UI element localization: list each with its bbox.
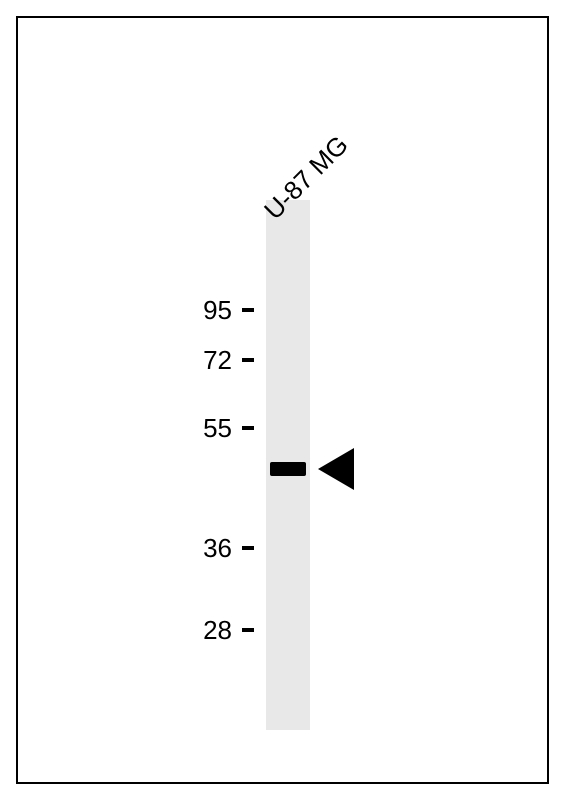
mw-tick-28 (242, 628, 254, 632)
mw-label-36: 36 (203, 533, 232, 564)
mw-tick-95 (242, 308, 254, 312)
mw-tick-55 (242, 426, 254, 430)
mw-label-55: 55 (203, 413, 232, 444)
mw-tick-36 (242, 546, 254, 550)
mw-label-95: 95 (203, 295, 232, 326)
band-arrow-icon (318, 448, 354, 490)
mw-label-72: 72 (203, 345, 232, 376)
mw-tick-72 (242, 358, 254, 362)
mw-label-28: 28 (203, 615, 232, 646)
protein-band (270, 462, 306, 476)
